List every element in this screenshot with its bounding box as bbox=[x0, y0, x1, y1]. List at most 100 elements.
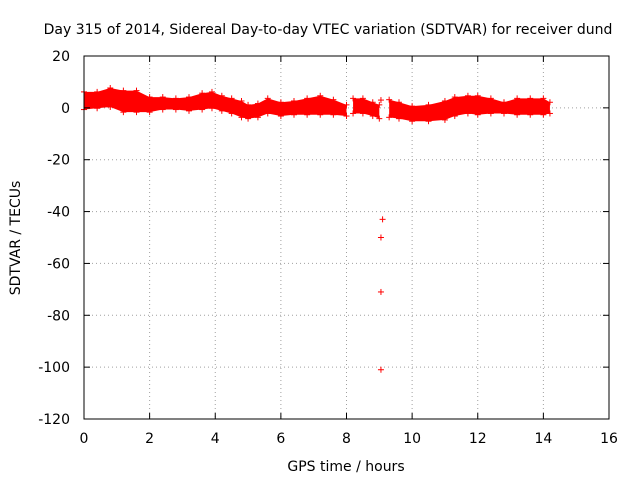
x-tick-labels: 0 2 4 6 8 10 12 14 16 bbox=[80, 431, 618, 447]
band-edge-marker bbox=[369, 113, 376, 120]
band-edge-marker bbox=[159, 106, 166, 113]
band-edge-marker bbox=[396, 99, 402, 106]
band-edge-marker bbox=[514, 111, 521, 118]
y-tick-label: -120 bbox=[38, 412, 70, 428]
band-edge-marker bbox=[245, 115, 252, 122]
y-tick-label: 20 bbox=[52, 49, 70, 65]
outlier-point bbox=[377, 97, 384, 104]
band-edge-marker bbox=[228, 110, 235, 117]
band-edge-marker bbox=[359, 110, 366, 117]
band-edge-marker bbox=[514, 95, 521, 102]
band-edge-marker bbox=[172, 106, 179, 113]
y-tick-label: -20 bbox=[47, 153, 70, 169]
band-edge-marker bbox=[330, 96, 337, 103]
outlier-point bbox=[377, 366, 384, 373]
band-edge-marker bbox=[474, 111, 481, 118]
band-edge-marker bbox=[369, 99, 376, 106]
band-edge-marker bbox=[304, 95, 311, 102]
band-edge-marker bbox=[540, 111, 547, 118]
band-edge-marker bbox=[159, 94, 166, 101]
x-tick-label: 16 bbox=[600, 431, 618, 447]
band-edge-marker bbox=[186, 94, 192, 101]
band-edge-marker bbox=[343, 101, 350, 108]
band-edge-marker bbox=[409, 103, 416, 110]
x-axis-label: GPS time / hours bbox=[287, 459, 404, 475]
band-edge-marker bbox=[386, 114, 393, 121]
band-edge-marker bbox=[133, 109, 140, 116]
y-tick-label: -60 bbox=[47, 256, 70, 272]
band-edge-marker bbox=[304, 111, 311, 118]
band-edge-marker bbox=[186, 107, 192, 114]
band-edge-marker bbox=[291, 97, 297, 104]
x-tick-label: 8 bbox=[342, 431, 351, 447]
band-edge-marker bbox=[199, 106, 206, 113]
band-edge-marker bbox=[218, 107, 225, 114]
band-edge-marker bbox=[107, 85, 114, 92]
outlier-point bbox=[377, 234, 384, 241]
x-tick-label: 12 bbox=[469, 431, 487, 447]
band-edge-marker bbox=[264, 110, 271, 117]
x-tick-label: 2 bbox=[145, 431, 154, 447]
x-tick-label: 10 bbox=[403, 431, 421, 447]
band-edge-marker bbox=[330, 111, 337, 118]
band-edge-marker bbox=[409, 118, 416, 125]
band-edge-marker bbox=[245, 101, 252, 108]
band-edge-marker bbox=[396, 115, 402, 122]
band-edge-marker bbox=[254, 100, 261, 107]
band-edge-marker bbox=[501, 110, 507, 117]
band-edge-marker bbox=[527, 111, 534, 118]
band-edge-marker bbox=[228, 95, 235, 102]
outlier-point bbox=[379, 216, 386, 223]
band-edge-marker bbox=[474, 92, 481, 99]
sdtvar-band bbox=[389, 95, 550, 122]
band-edge-marker bbox=[350, 95, 357, 102]
band-edge-marker bbox=[451, 113, 458, 120]
y-axis-label: SDTVAR / TECUs bbox=[8, 181, 24, 296]
band-edge-marker bbox=[146, 109, 153, 116]
band-edge-marker bbox=[120, 109, 127, 116]
band-edge-marker bbox=[277, 113, 284, 120]
band-edge-marker bbox=[208, 88, 215, 95]
band-edge-marker bbox=[527, 95, 534, 102]
band-edge-marker bbox=[238, 114, 245, 121]
band-edge-marker bbox=[546, 110, 553, 117]
band-edge-marker bbox=[441, 97, 448, 104]
band-edge-marker bbox=[441, 116, 448, 123]
band-edge-marker bbox=[451, 94, 458, 101]
band-edge-marker bbox=[540, 95, 547, 102]
band-edge-marker bbox=[487, 110, 494, 117]
x-tick-label: 0 bbox=[80, 431, 89, 447]
y-tick-label: -80 bbox=[47, 308, 70, 324]
band-edge-marker bbox=[107, 103, 114, 110]
band-edge-marker bbox=[546, 99, 553, 106]
band-edge-marker bbox=[264, 95, 271, 102]
band-edge-marker bbox=[425, 101, 432, 108]
band-edge-marker bbox=[238, 97, 245, 104]
band-edge-marker bbox=[343, 113, 350, 120]
band-edge-marker bbox=[218, 92, 225, 99]
band-edge-marker bbox=[277, 99, 284, 106]
band-edge-marker bbox=[133, 87, 140, 94]
y-tick-labels: 20 0 -20 -40 -60 -80 -100 -120 bbox=[38, 49, 70, 428]
band-edge-marker bbox=[291, 111, 297, 118]
band-edge-marker bbox=[350, 110, 357, 117]
y-tick-label: 0 bbox=[61, 101, 70, 117]
band-edge-marker bbox=[94, 88, 101, 95]
band-edge-marker bbox=[317, 111, 324, 118]
band-edge-marker bbox=[172, 95, 179, 102]
band-edge-marker bbox=[386, 96, 393, 103]
band-edge-marker bbox=[501, 99, 507, 106]
axis-ticks bbox=[83, 55, 610, 420]
band-edge-marker bbox=[146, 94, 153, 101]
x-tick-label: 14 bbox=[534, 431, 552, 447]
y-tick-label: -40 bbox=[47, 205, 70, 221]
y-tick-label: -100 bbox=[38, 360, 70, 376]
band-edge-marker bbox=[94, 105, 101, 112]
outlier-point bbox=[377, 288, 384, 295]
x-tick-label: 4 bbox=[211, 431, 220, 447]
band-edge-marker bbox=[199, 90, 206, 97]
chart-title: Day 315 of 2014, Sidereal Day-to-day VTE… bbox=[44, 22, 613, 38]
band-edge-marker bbox=[254, 114, 261, 121]
band-edge-marker bbox=[208, 105, 215, 112]
